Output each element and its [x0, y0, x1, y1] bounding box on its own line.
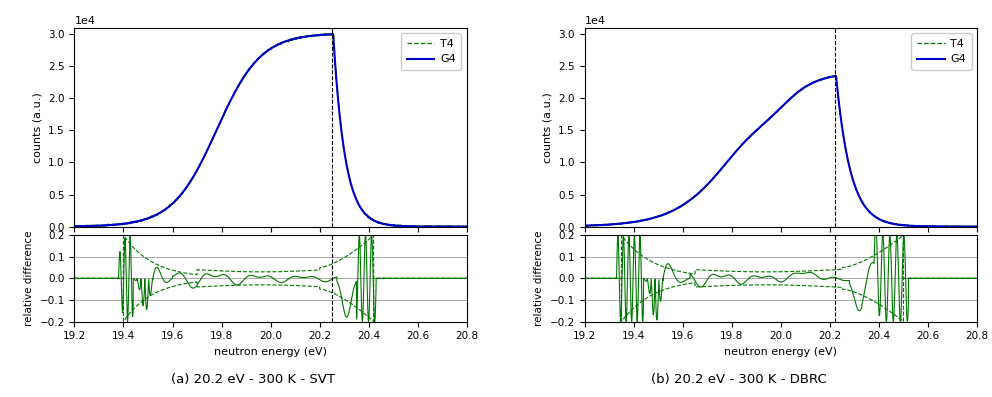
T4 [623, 220, 635, 225]
Line: T4: T4 [584, 75, 977, 227]
T4 [137, 218, 149, 223]
Y-axis label: relative difference: relative difference [24, 231, 34, 326]
G4 [236, 77, 248, 82]
G4 [963, 224, 975, 229]
Line: T4: T4 [74, 34, 467, 227]
Y-axis label: relative difference: relative difference [534, 231, 544, 326]
G4 [647, 216, 659, 220]
G4 [137, 218, 149, 222]
G4 [971, 224, 983, 229]
G4 [578, 224, 590, 228]
T4 [419, 225, 431, 230]
Legend: T4, G4: T4, G4 [912, 33, 971, 70]
Y-axis label: counts (a.u.): counts (a.u.) [543, 92, 553, 162]
G4 [461, 224, 473, 229]
G4 [729, 150, 741, 155]
T4 [647, 216, 659, 221]
T4 [963, 224, 975, 228]
Text: (b) 20.2 eV - 300 K - DBRC: (b) 20.2 eV - 300 K - DBRC [651, 373, 827, 386]
G4 [830, 73, 842, 78]
T4 [578, 224, 590, 228]
T4 [830, 73, 842, 78]
T4 [327, 31, 339, 36]
G4 [68, 224, 80, 229]
T4 [922, 224, 933, 229]
G4 [453, 224, 465, 229]
T4 [461, 225, 473, 229]
T4 [453, 225, 465, 229]
T4 [951, 225, 963, 230]
T4 [113, 222, 125, 226]
G4 [411, 224, 423, 229]
Line: G4: G4 [74, 34, 467, 227]
G4 [113, 222, 125, 227]
G4 [623, 220, 635, 225]
X-axis label: neutron energy (eV): neutron energy (eV) [214, 347, 327, 357]
T4 [729, 150, 741, 155]
Line: G4: G4 [584, 76, 977, 227]
T4 [746, 132, 758, 137]
T4 [411, 224, 423, 228]
T4 [236, 78, 248, 83]
Legend: T4, G4: T4, G4 [401, 33, 461, 70]
T4 [971, 224, 983, 229]
T4 [68, 224, 80, 229]
G4 [922, 224, 933, 229]
Y-axis label: counts (a.u.): counts (a.u.) [33, 92, 43, 162]
G4 [746, 132, 758, 137]
G4 [327, 32, 339, 37]
T4 [219, 109, 231, 114]
G4 [219, 110, 231, 114]
X-axis label: neutron energy (eV): neutron energy (eV) [724, 347, 837, 357]
Text: (a) 20.2 eV - 300 K - SVT: (a) 20.2 eV - 300 K - SVT [171, 373, 335, 386]
